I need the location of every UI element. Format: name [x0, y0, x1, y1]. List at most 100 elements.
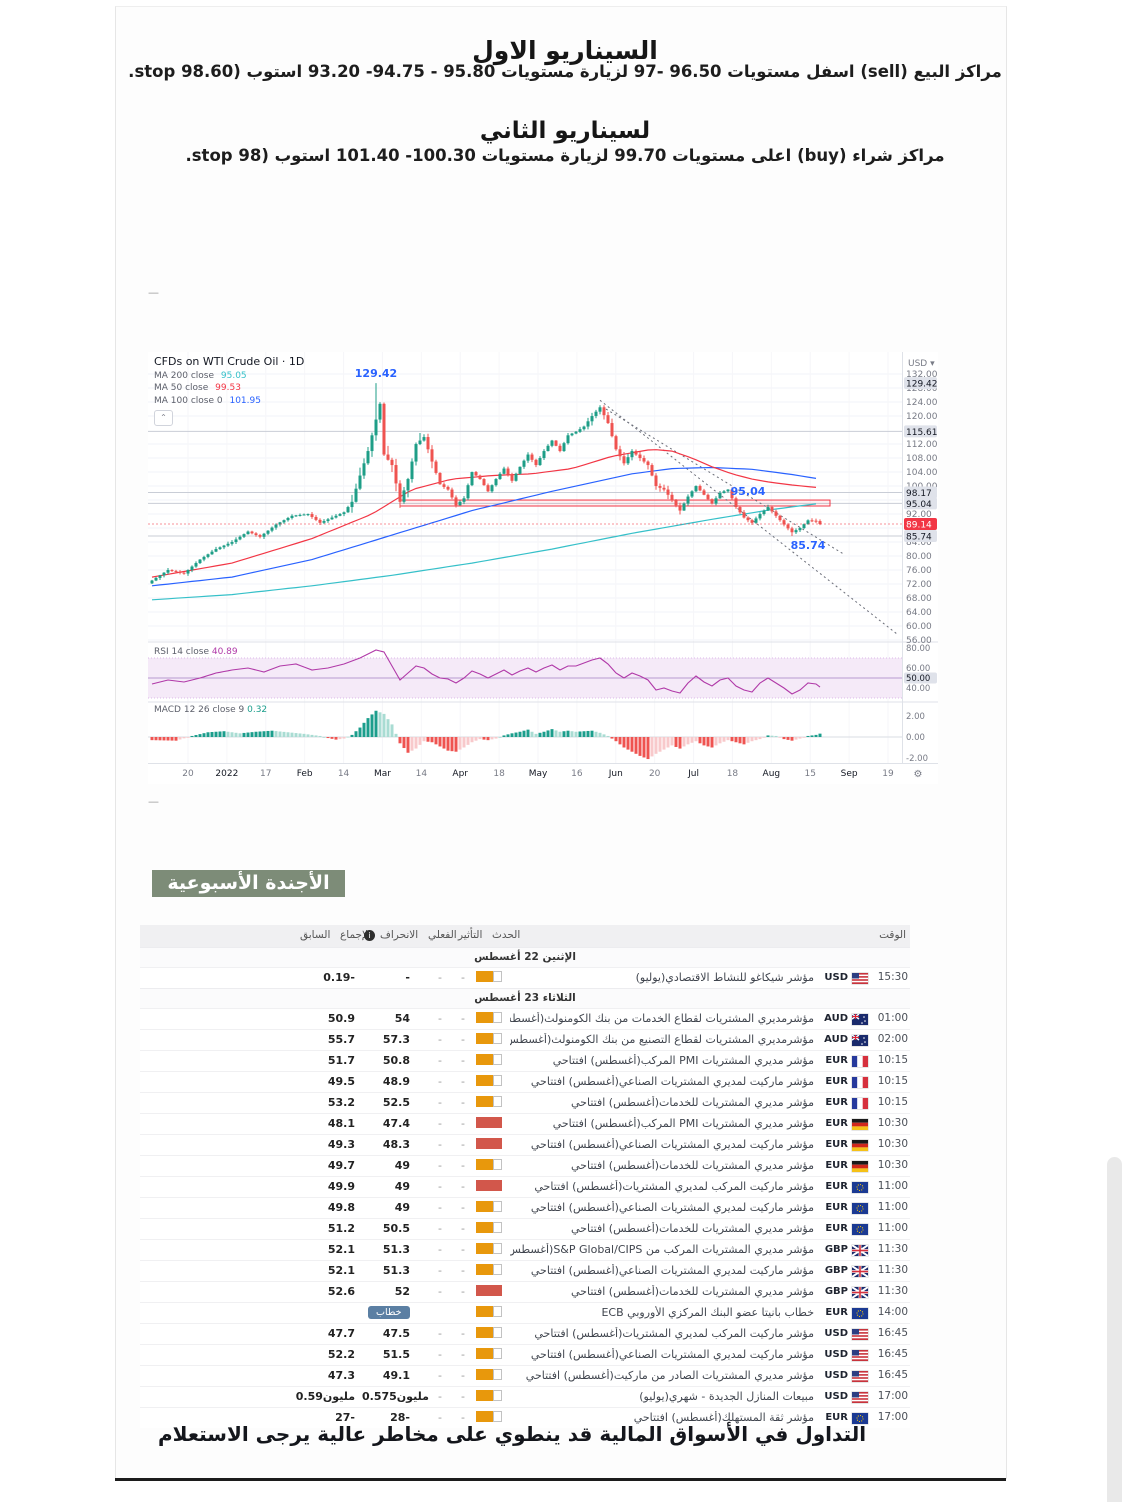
impact-indicator [476, 1390, 502, 1401]
svg-text:85.74: 85.74 [906, 532, 932, 542]
svg-text:64.00: 64.00 [906, 608, 932, 618]
calendar-row[interactable]: 49.7 49 - - مؤشر مديري المشتريات للخدمات(أغس… [140, 1155, 910, 1176]
chart-symbol-title[interactable]: CFDs on WTI Crude Oil · 1D [154, 355, 305, 368]
deviation-value: - [438, 1033, 442, 1046]
impact-indicator [476, 1285, 502, 1296]
svg-text:115.61: 115.61 [906, 428, 938, 438]
impact-indicator [476, 1369, 502, 1380]
flag-eu-icon [852, 1224, 868, 1235]
col-header-impact: التأثير [458, 929, 483, 941]
flag-eu-icon [852, 1413, 868, 1424]
col-header-actual: الفعلي [428, 929, 457, 941]
calendar-row[interactable]: 0.59مليون 0.575مليون - - مبيعات المنازل الجد… [140, 1386, 910, 1407]
flag-gb-icon [851, 1286, 869, 1299]
svg-text:112.00: 112.00 [906, 440, 938, 450]
consensus-value: 48.3 [382, 1138, 410, 1151]
actual-value: - [461, 1159, 465, 1172]
calendar-row[interactable]: خطاب خطاب بانيتا عضو البنك المركزي الأورو… [140, 1302, 910, 1323]
currency-code: USD [824, 972, 848, 983]
svg-text:Mar: Mar [374, 769, 391, 779]
event-name: خطاب بانيتا عضو البنك المركزي الأوروبي E… [601, 1306, 814, 1319]
calendar-row[interactable]: 52.6 52 - - مؤشر مديري المشتريات للخدمات(أغس… [140, 1281, 910, 1302]
deviation-value: - [438, 1012, 442, 1025]
svg-text:124.00: 124.00 [906, 398, 938, 408]
actual-value: - [461, 1180, 465, 1193]
event-name: مؤشرمديري المشتريات لقطاع الخدمات من بنك… [510, 1012, 814, 1025]
currency-code: GBP [824, 1244, 848, 1255]
calendar-row[interactable]: 52.2 51.5 - - مؤشر ماركيت لمديري المشتريات ا… [140, 1344, 910, 1365]
svg-text:Aug: Aug [763, 769, 781, 779]
flag-fr-icon [852, 1056, 868, 1067]
calendar-row[interactable]: 55.7 57.3 - - مؤشرمديري المشتريات لقطاع التص… [140, 1029, 910, 1050]
calendar-row[interactable]: 49.8 49 - - مؤشر ماركيت لمديري المشتريات الص… [140, 1197, 910, 1218]
impact-indicator [476, 1222, 502, 1233]
calendar-row[interactable]: 52.1 51.3 - - مؤشر ماركيت لمديري المشتريات ا… [140, 1260, 910, 1281]
svg-text:0.00: 0.00 [906, 733, 925, 743]
event-time: 02:00 [877, 1033, 908, 1045]
calendar-day-row: الثلاثاء 23 أغسطس [140, 988, 910, 1008]
calendar-row[interactable]: 47.7 47.5 - - مؤشر ماركيت المركب لمديري المش… [140, 1323, 910, 1344]
event-name: مؤشر ماركيت لمديري المشتريات الصناعي(أغس… [530, 1201, 814, 1214]
deviation-value: - [438, 1390, 442, 1403]
scrollbar-thumb[interactable] [1107, 1157, 1122, 1502]
previous-value: 52.1 [327, 1243, 355, 1256]
scenario1-line: مراكز البيع (sell) اسفل مستويات 96.50 -9… [128, 62, 1002, 81]
col-header-previous: السابق [300, 929, 331, 941]
event-time: 16:45 [877, 1348, 908, 1360]
consensus-value: 47.4 [382, 1117, 410, 1130]
calendar-row[interactable]: 49.3 48.3 - - مؤشر ماركيت لمديري المشتريات ا… [140, 1134, 910, 1155]
calendar-row[interactable]: 47.3 49.1 - - مؤشر مديري المشتريات الصادر من… [140, 1365, 910, 1386]
event-name: مؤشر ماركيت المركب لمديري المشتريات(أغسط… [534, 1180, 814, 1193]
trading-chart[interactable]: USD ▾132.00128.00124.00120.00112.00108.0… [148, 352, 938, 784]
calendar-row[interactable]: 49.9 49 - - مؤشر ماركيت المركب لمديري المشتر… [140, 1176, 910, 1197]
calendar-row[interactable]: 48.1 47.4 - - مؤشر مديري المشتريات PMI المرك… [140, 1113, 910, 1134]
svg-text:72.00: 72.00 [906, 580, 932, 590]
svg-text:Sep: Sep [841, 769, 858, 779]
calendar-row[interactable]: 51.7 50.8 - - مؤشر مديري المشتريات PMI المرك… [140, 1050, 910, 1071]
collapse-pane-button[interactable]: ⌃ [154, 409, 173, 426]
previous-value: 49.9 [327, 1180, 355, 1193]
consensus-value: 28- [390, 1411, 410, 1424]
impact-indicator [476, 1243, 502, 1254]
svg-text:15: 15 [804, 769, 815, 779]
calendar-row[interactable]: 50.9 54 - - مؤشرمديري المشتريات لقطاع الخدما… [140, 1008, 910, 1029]
svg-text:76.00: 76.00 [906, 566, 932, 576]
svg-text:50.00: 50.00 [906, 674, 930, 684]
event-time: 16:45 [877, 1369, 908, 1381]
price-annotation: 95.04 [731, 485, 766, 498]
currency-code: EUR [825, 1160, 848, 1171]
calendar-row[interactable]: 53.2 52.5 - - مؤشر مديري المشتريات للخدمات(أ… [140, 1092, 910, 1113]
impact-indicator [476, 1096, 502, 1107]
deviation-info-icon: i [364, 929, 375, 941]
price-annotation: 85.74 [791, 539, 826, 552]
consensus-value: 49 [394, 1201, 410, 1214]
consensus-value: - [405, 971, 410, 984]
flag-us-icon [852, 1350, 868, 1361]
calendar-row[interactable]: 49.5 48.9 - - مؤشر ماركيت لمديري المشتريات ا… [140, 1071, 910, 1092]
previous-value: 52.6 [327, 1285, 355, 1298]
scenario2-line: مراكز شراء (buy) اعلى مستويات 99.70 لزيا… [185, 146, 945, 165]
svg-text:89.14: 89.14 [906, 521, 932, 531]
calendar-row[interactable]: 51.2 50.5 - - مؤشر مديري المشتريات للخدمات(أ… [140, 1218, 910, 1239]
calendar-row[interactable]: 0.19- - - - مؤشر شيكاغو للنشاط الاقتصادي(يول… [140, 967, 910, 988]
calendar-row[interactable]: 27- 28- - - مؤشر ثقة المستهلك(أغسطس) افتتاحي… [140, 1407, 910, 1428]
svg-text:Feb: Feb [297, 769, 313, 779]
svg-text:18: 18 [493, 769, 505, 779]
deviation-value: - [438, 971, 442, 984]
calendar-row[interactable]: 52.1 51.3 - - مؤشر مديري المشتريات المركب من… [140, 1239, 910, 1260]
event-name: مؤشرمديري المشتريات لقطاع التصنيع من بنك… [510, 1033, 814, 1046]
event-name: مؤشر مديري المشتريات للخدمات(أغسطس) افتت… [571, 1222, 814, 1235]
svg-text:95.04: 95.04 [906, 500, 932, 510]
svg-text:20: 20 [649, 769, 661, 779]
currency-code: GBP [824, 1286, 848, 1297]
svg-text:18: 18 [727, 769, 739, 779]
flag-fr-icon [852, 1098, 868, 1109]
consensus-value: 48.9 [382, 1075, 410, 1088]
event-time: 17:00 [877, 1390, 908, 1402]
currency-code: USD [824, 1391, 848, 1402]
deviation-value: - [438, 1117, 442, 1130]
price-chart-canvas[interactable]: USD ▾132.00128.00124.00120.00112.00108.0… [148, 352, 938, 784]
separator-dash: — [148, 286, 159, 299]
chart-settings-gear-icon[interactable]: ⚙ [914, 769, 923, 780]
event-name: مؤشر ماركيت لمديري المشتريات الصناعي(أغس… [530, 1264, 814, 1277]
